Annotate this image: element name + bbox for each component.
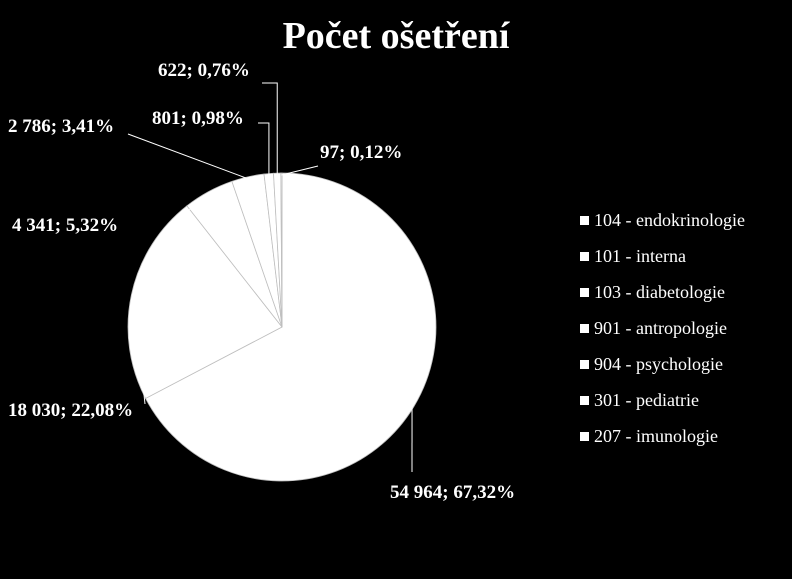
chart-title: Počet ošetření — [282, 15, 510, 57]
leader-line — [127, 133, 249, 180]
legend-label: 103 - diabetologie — [594, 281, 725, 302]
pie-slice — [145, 172, 437, 482]
legend-entry: 901 - antropologie — [580, 310, 790, 346]
chart-legend: 104 - endokrinologie 101 - interna 103 - d… — [580, 202, 790, 454]
legend-entry: 101 - interna — [580, 238, 790, 274]
data-label: 18 030; 22,08% — [8, 400, 133, 421]
pie-slice — [280, 172, 283, 328]
legend-label: 104 - endokrinologie — [594, 209, 745, 230]
legend-entry: 301 - pediatrie — [580, 382, 790, 418]
legend-label: 904 - psychologie — [594, 353, 723, 374]
data-label: 4 341; 5,32% — [12, 215, 118, 236]
legend-swatch — [580, 431, 589, 441]
legend-entry: 904 - psychologie — [580, 346, 790, 382]
data-label: 2 786; 3,41% — [8, 116, 114, 137]
data-label: 97; 0,12% — [320, 142, 402, 163]
data-label: 622; 0,76% — [158, 60, 250, 81]
legend-label: 207 - imunologie — [594, 425, 718, 446]
legend-swatch — [580, 251, 589, 261]
leader-line — [258, 122, 270, 176]
data-label: 54 964; 67,32% — [390, 482, 515, 503]
legend-entry: 103 - diabetologie — [580, 274, 790, 310]
legend-entry: 104 - endokrinologie — [580, 202, 790, 238]
data-label: 801; 0,98% — [152, 108, 244, 129]
legend-swatch — [580, 395, 589, 405]
legend-label: 301 - pediatrie — [594, 389, 699, 410]
legend-swatch — [580, 287, 589, 297]
legend-swatch — [580, 359, 589, 369]
leader-line — [281, 165, 319, 176]
leader-line — [132, 295, 146, 405]
leader-line — [182, 193, 210, 216]
legend-swatch — [580, 323, 589, 333]
legend-swatch — [580, 215, 589, 225]
pie-slice — [127, 205, 283, 399]
legend-label: 101 - interna — [594, 245, 686, 266]
leader-line — [262, 82, 278, 176]
legend-entry: 207 - imunologie — [580, 418, 790, 454]
legend-label: 901 - antropologie — [594, 317, 727, 338]
